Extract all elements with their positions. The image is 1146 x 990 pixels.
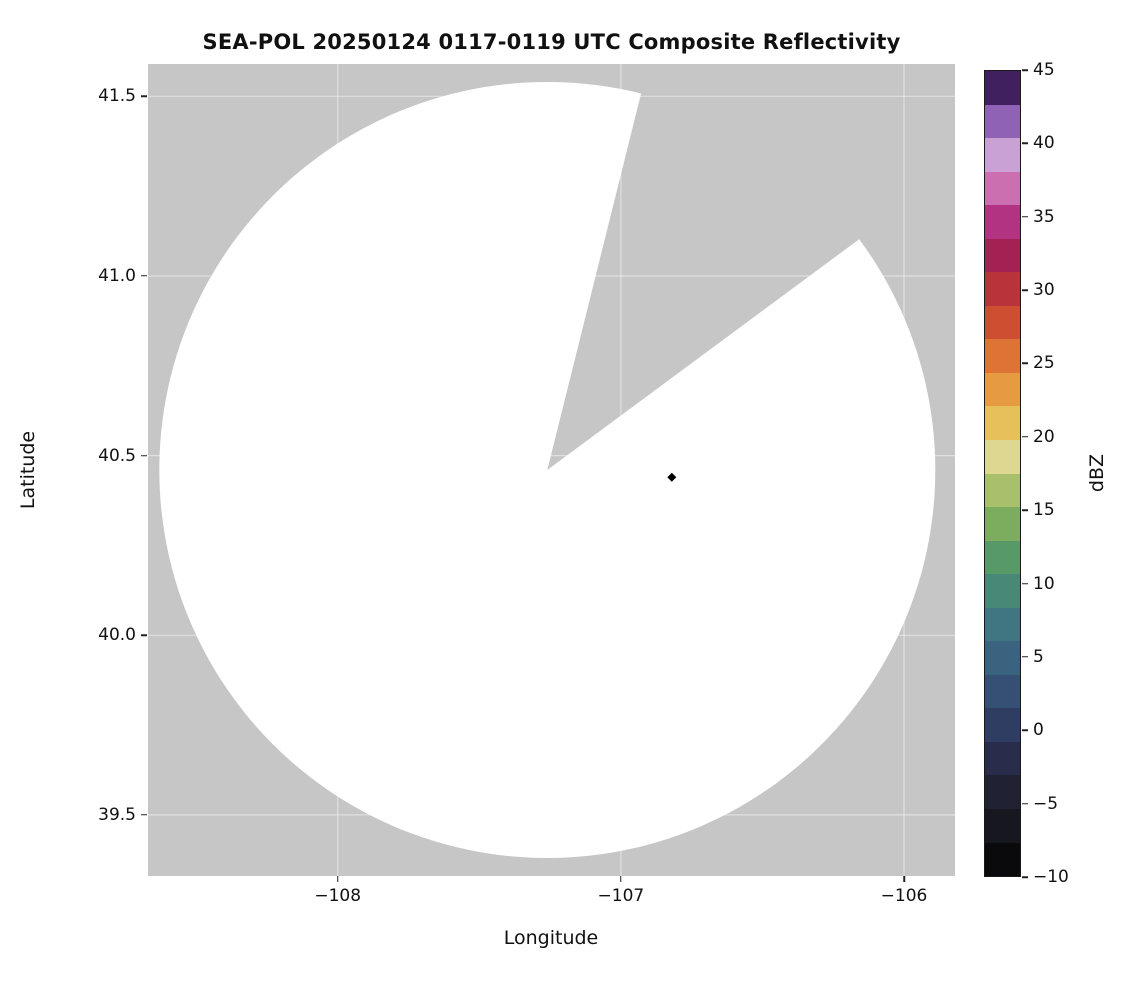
colorbar-tick-label: 0: [1033, 720, 1044, 741]
colorbar-band: [985, 809, 1020, 843]
colorbar-band: [985, 138, 1020, 172]
colorbar-tick-label: 30: [1033, 280, 1055, 301]
colorbar-band: [985, 305, 1020, 340]
colorbar-band: [985, 71, 1020, 105]
colorbar-tick-mark: [1022, 582, 1028, 585]
colorbar-tick-mark: [1022, 142, 1028, 145]
colorbar-band: [985, 507, 1020, 541]
colorbar-tick-mark: [1022, 215, 1028, 218]
x-tick-mark: [336, 876, 339, 882]
site-marker-diamond: [667, 472, 677, 482]
colorbar-tick-mark: [1022, 802, 1028, 805]
colorbar-band: [985, 607, 1020, 642]
colorbar-band: [985, 775, 1020, 810]
colorbar-band: [985, 440, 1020, 474]
colorbar-tick-label: −5: [1033, 793, 1059, 814]
y-axis-label: Latitude: [17, 430, 39, 510]
colorbar-band: [985, 540, 1020, 575]
colorbar-tick-label: 45: [1033, 60, 1055, 80]
colorbar-tick-label: 10: [1033, 573, 1055, 594]
colorbar-tick-mark: [1022, 436, 1028, 438]
colorbar: [984, 70, 1021, 877]
colorbar-tick-label: 25: [1033, 353, 1055, 374]
colorbar-band: [985, 842, 1020, 877]
x-tick-mark: [903, 876, 905, 882]
colorbar-band: [985, 205, 1020, 239]
colorbar-band: [985, 339, 1020, 373]
colorbar-band: [985, 272, 1020, 306]
y-tick-mark: [141, 814, 147, 816]
colorbar-tick-mark: [1022, 289, 1028, 291]
y-tick-mark: [141, 275, 147, 277]
radar-coverage-area: [159, 81, 936, 858]
x-tick-label: −106: [880, 886, 928, 906]
y-tick-mark: [141, 634, 147, 637]
y-tick-label: 39.5: [98, 804, 136, 825]
colorbar-tick-mark: [1022, 876, 1028, 878]
colorbar-tick-label: −10: [1033, 867, 1069, 887]
colorbar-tick-mark: [1022, 362, 1028, 365]
colorbar-band: [985, 238, 1020, 273]
x-tick-mark: [620, 876, 622, 882]
x-axis-label: Longitude: [503, 927, 599, 949]
colorbar-tick-label: 40: [1033, 133, 1055, 154]
colorbar-band: [985, 641, 1020, 675]
y-tick-label: 41.0: [98, 265, 136, 286]
colorbar-tick-mark: [1022, 656, 1028, 658]
x-tick-label: −108: [314, 886, 362, 906]
y-tick-label: 40.5: [98, 445, 136, 466]
colorbar-tick-mark: [1022, 729, 1028, 732]
reflectivity-plot-svg: [148, 64, 955, 876]
colorbar-band: [985, 708, 1020, 742]
colorbar-tick-label: 15: [1033, 500, 1055, 521]
colorbar-tick-mark: [1022, 509, 1028, 511]
colorbar-band: [985, 406, 1020, 441]
y-tick-label: 41.5: [98, 86, 136, 107]
colorbar-tick-label: 5: [1033, 646, 1044, 667]
x-tick-label: −107: [597, 886, 645, 906]
colorbar-label: dBZ: [1086, 453, 1108, 493]
y-tick-mark: [141, 454, 147, 457]
plot-area: [148, 64, 955, 876]
colorbar-tick-label: 20: [1033, 426, 1055, 447]
y-tick-label: 40.0: [98, 625, 136, 646]
colorbar-band: [985, 741, 1020, 776]
colorbar-tick-mark: [1022, 69, 1028, 71]
colorbar-band: [985, 104, 1020, 139]
colorbar-band: [985, 171, 1020, 206]
y-tick-mark: [141, 95, 147, 98]
colorbar-tick-label: 35: [1033, 206, 1055, 227]
figure-title: SEA-POL 20250124 0117-0119 UTC Composite…: [202, 30, 901, 54]
colorbar-band: [985, 372, 1020, 407]
colorbar-band: [985, 473, 1020, 508]
colorbar-band: [985, 674, 1020, 709]
colorbar-band: [985, 574, 1020, 608]
